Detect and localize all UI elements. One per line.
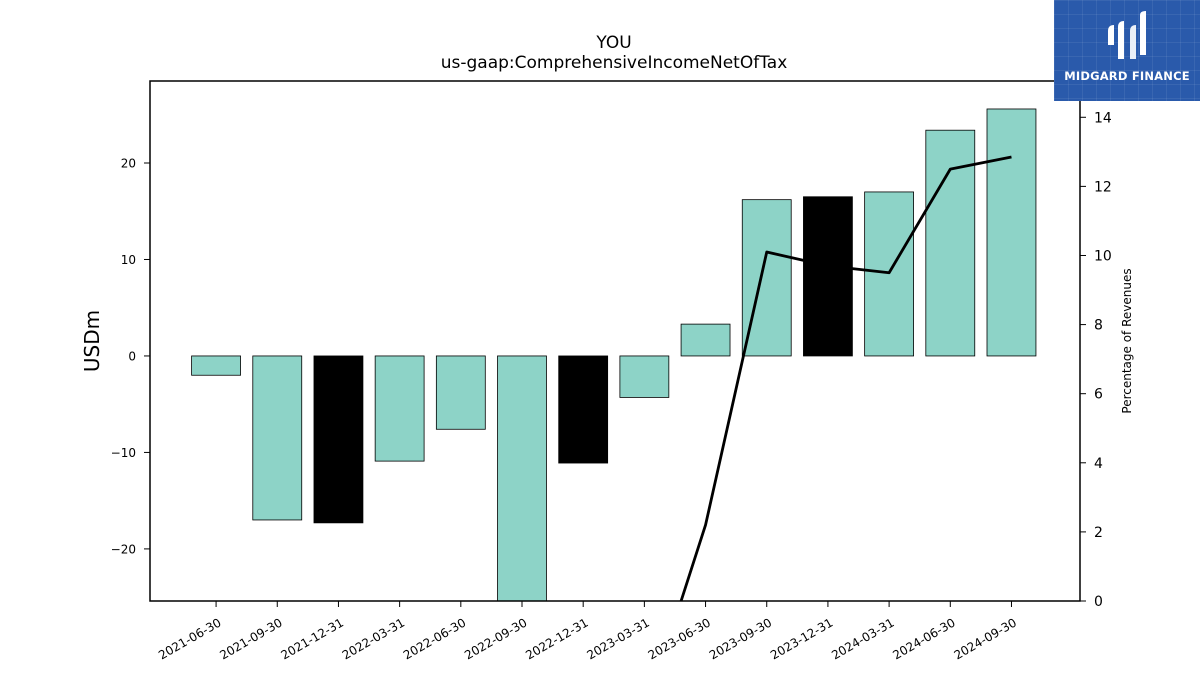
y-tick-label: 20 <box>121 157 136 171</box>
bar <box>191 355 241 376</box>
midgard-finance-logo: MIDGARD FINANCE <box>1054 0 1200 101</box>
y2-tick-label: 10 <box>1094 248 1112 264</box>
x-tick-label: 2022-12-31 <box>523 615 590 662</box>
x-tick-label: 2023-06-30 <box>646 615 713 662</box>
y-axis-right: 0 2 4 6 8 10 12 14 <box>1080 110 1112 610</box>
x-tick-label: 2022-06-30 <box>401 615 468 662</box>
x-tick-label: 2023-12-31 <box>768 615 835 662</box>
bar <box>374 355 425 462</box>
y-tick-label: −20 <box>111 542 136 556</box>
y-tick-label: 0 <box>128 349 136 363</box>
x-axis: 2021-06-302021-09-302021-12-312022-03-31… <box>156 601 1019 662</box>
y-tick-label: −10 <box>111 446 136 460</box>
y2-tick-label: 2 <box>1094 525 1103 541</box>
x-tick-label: 2024-06-30 <box>890 615 957 662</box>
bar <box>925 129 976 357</box>
bar <box>680 323 731 357</box>
y2-tick-label: 12 <box>1094 179 1112 195</box>
y-tick-label: 10 <box>121 253 136 267</box>
bar <box>313 355 364 524</box>
y2-tick-label: 4 <box>1094 456 1103 472</box>
x-tick-label: 2024-09-30 <box>952 615 1019 662</box>
bar <box>497 355 547 602</box>
y2-tick-label: 14 <box>1094 110 1112 126</box>
logo-mark-icon <box>1108 11 1146 59</box>
x-tick-label: 2021-12-31 <box>279 615 346 662</box>
x-tick-label: 2023-03-31 <box>584 615 651 662</box>
x-tick-label: 2022-09-30 <box>462 615 529 662</box>
y-axis-label: USDm <box>80 310 104 372</box>
logo-text: MIDGARD FINANCE <box>1064 69 1190 83</box>
bar <box>803 196 853 357</box>
bar <box>619 355 670 398</box>
x-tick-label: 2021-09-30 <box>217 615 284 662</box>
x-tick-label: 2023-09-30 <box>707 615 774 662</box>
bar <box>558 355 609 464</box>
bar-series <box>191 108 1037 602</box>
y-axis-left: −20 −10 0 10 20 <box>111 157 150 556</box>
x-tick-label: 2021-06-30 <box>156 615 223 662</box>
chart-title: YOU <box>595 33 631 53</box>
y2-tick-label: 6 <box>1094 387 1103 403</box>
y2-tick-label: 0 <box>1094 594 1103 610</box>
x-tick-label: 2024-03-31 <box>829 615 896 662</box>
bar <box>986 108 1037 357</box>
bar <box>435 355 486 430</box>
bar <box>252 355 303 521</box>
y2-tick-label: 8 <box>1094 318 1103 334</box>
chart-subtitle: us-gaap:ComprehensiveIncomeNetOfTax <box>441 53 788 73</box>
plot-frame <box>149 80 1081 602</box>
x-tick-label: 2022-03-31 <box>340 615 407 662</box>
y2-axis-label: Percentage of Revenues <box>1120 268 1134 413</box>
